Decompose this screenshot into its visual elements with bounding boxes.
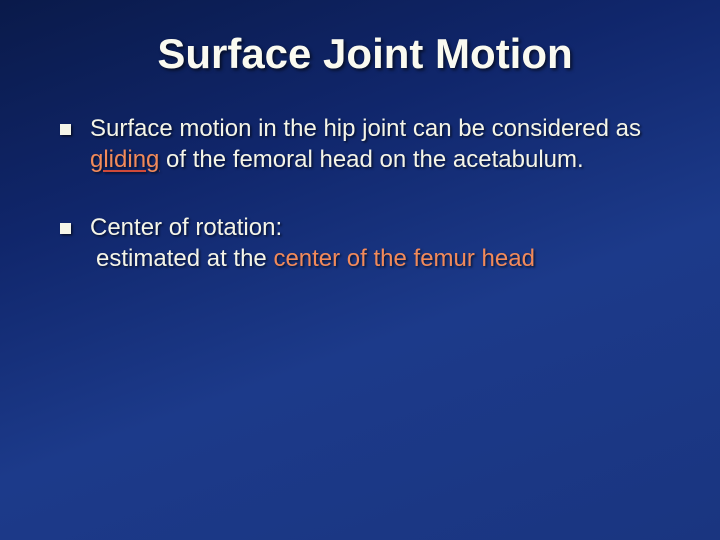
bullet2-line2: estimated at the center of the femur hea… bbox=[90, 244, 670, 275]
bullet1-pre: Surface motion in the hip joint can be c… bbox=[90, 115, 641, 142]
bullet2-line2-highlight: center of the femur head bbox=[273, 245, 535, 272]
bullet-list: Surface motion in the hip joint can be c… bbox=[60, 114, 670, 275]
bullet1-gliding: gliding bbox=[90, 146, 159, 173]
bullet1-post: of the femoral head on the acetabulum. bbox=[159, 146, 583, 173]
slide: Surface Joint Motion Surface motion in t… bbox=[0, 0, 720, 540]
bullet2-line1: Center of rotation: bbox=[90, 214, 282, 241]
bullet2-line2-pre: estimated at the bbox=[96, 245, 273, 272]
bullet-item-2: Center of rotation: estimated at the cen… bbox=[60, 213, 670, 274]
slide-title: Surface Joint Motion bbox=[60, 30, 670, 78]
bullet-item-1: Surface motion in the hip joint can be c… bbox=[60, 114, 670, 175]
